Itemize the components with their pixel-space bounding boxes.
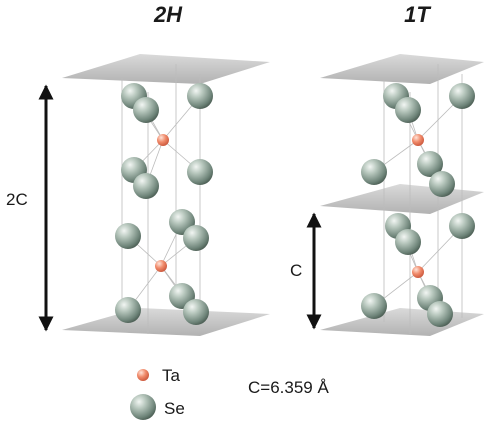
structure-1t — [320, 54, 484, 336]
plane-1t-top — [320, 54, 484, 84]
plane-2h-top — [62, 54, 270, 84]
plane-1t-bottom — [320, 308, 484, 336]
structure-2h — [62, 54, 270, 336]
ta-atoms-1t — [412, 134, 424, 278]
plane-2h-bottom — [62, 308, 270, 336]
ta-atom-icon — [412, 266, 424, 278]
se-atoms-2h — [115, 83, 213, 325]
se-atom-icon — [133, 173, 159, 199]
se-atom-icon — [427, 301, 453, 327]
lattice-constant-label: C=6.359 Å — [248, 378, 329, 397]
se-atom-icon — [183, 225, 209, 251]
se-atom-icon — [395, 97, 421, 123]
legend-label-ta: Ta — [162, 366, 181, 385]
legend: Ta Se — [130, 366, 185, 420]
label-c: C — [290, 261, 302, 280]
se-atom-icon — [133, 97, 159, 123]
se-atom-icon — [449, 83, 475, 109]
se-atom-icon — [115, 223, 141, 249]
ta-atom-icon — [155, 260, 167, 272]
label-2c: 2C — [6, 190, 28, 209]
legend-label-se: Se — [164, 399, 185, 418]
se-atom-icon — [187, 159, 213, 185]
ta-atoms-2h — [155, 134, 169, 272]
ta-atom-icon — [412, 134, 424, 146]
se-atom-icon — [361, 159, 387, 185]
title-1t: 1T — [404, 2, 431, 27]
title-2h: 2H — [153, 2, 183, 27]
plane-1t-middle — [320, 184, 484, 214]
se-atoms-1t — [361, 83, 475, 327]
se-atom-icon — [115, 297, 141, 323]
se-atom-icon — [130, 394, 156, 420]
se-atom-icon — [183, 299, 209, 325]
ta-atom-icon — [157, 134, 169, 146]
se-atom-icon — [449, 213, 475, 239]
se-atom-icon — [187, 83, 213, 109]
ta-atom-icon — [137, 369, 149, 381]
se-atom-icon — [417, 151, 443, 177]
se-atom-icon — [361, 293, 387, 319]
se-atom-icon — [429, 171, 455, 197]
se-atom-icon — [395, 229, 421, 255]
